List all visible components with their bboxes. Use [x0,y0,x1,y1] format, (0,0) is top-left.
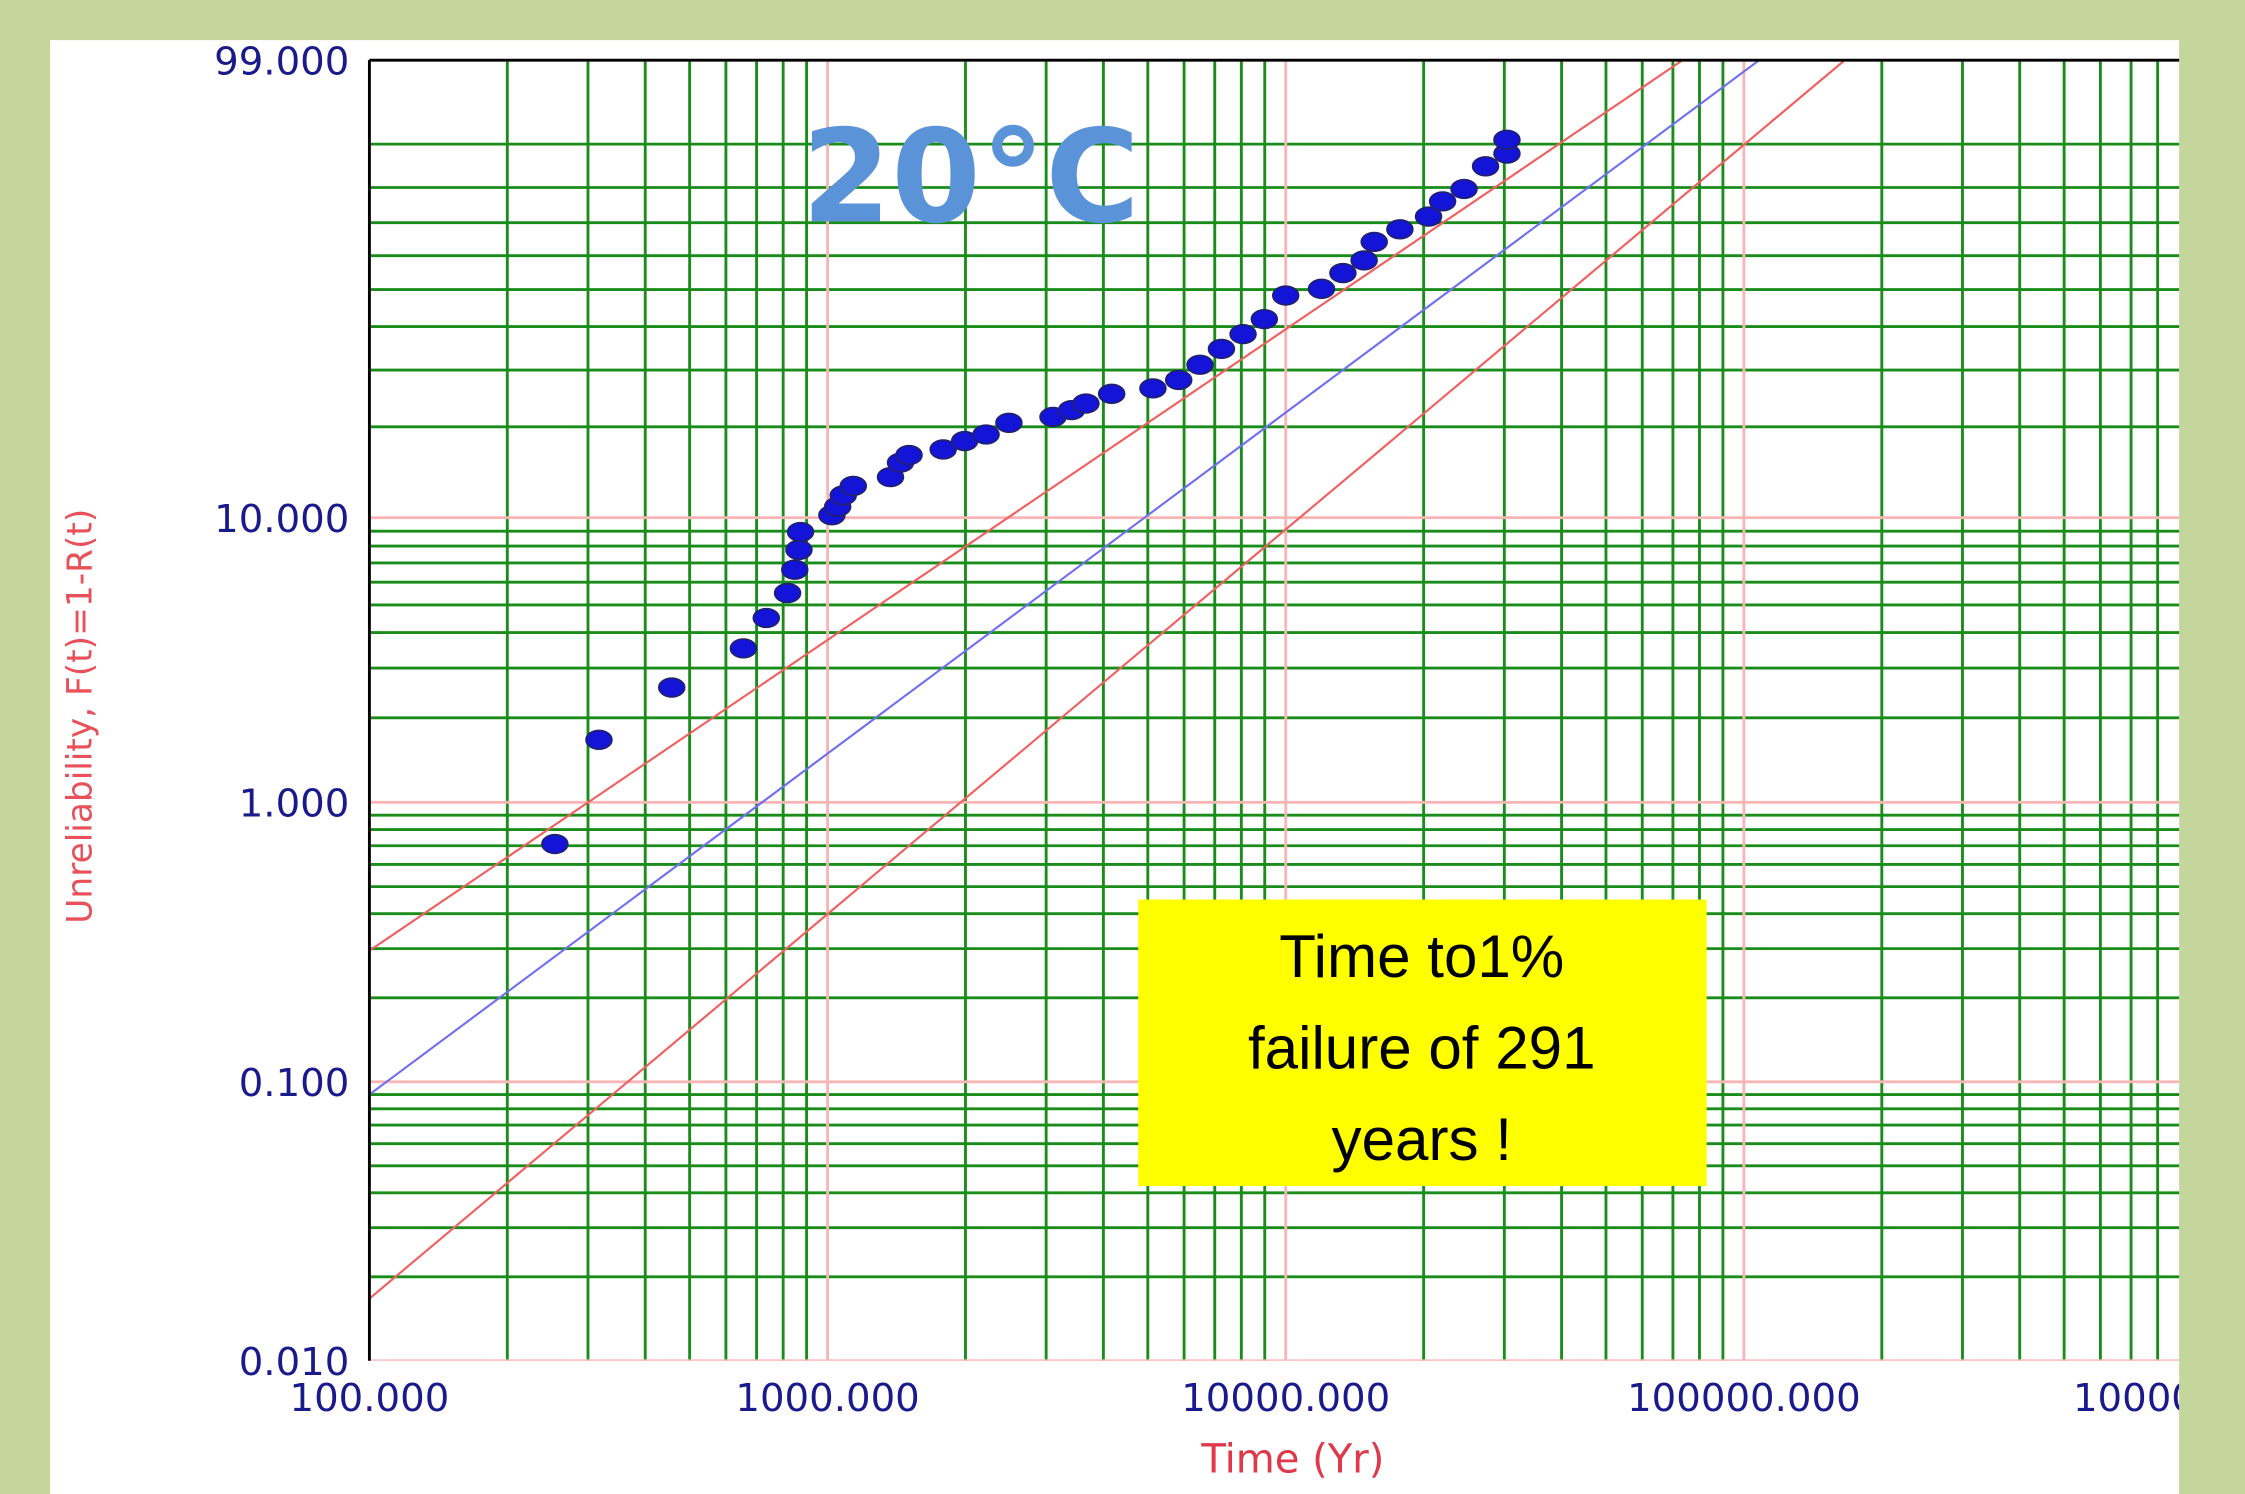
data-point [1229,323,1257,345]
data-point [1350,250,1378,271]
data-point [1428,191,1457,212]
y-tick-label: 10.000 [214,497,349,542]
annotation: failure of 291 [1248,1015,1596,1082]
data-point [752,607,781,629]
data-point [541,833,569,855]
data-point [785,539,813,561]
data-point [839,475,868,497]
data-point [1360,231,1388,253]
data-point [1450,178,1478,200]
data-point [786,521,815,543]
data-point [929,439,957,460]
data-point [1307,278,1336,300]
x-axis-label: Time (Yr) [1200,1437,1384,1483]
fit-line [369,60,1684,952]
fit-line [369,60,1760,1096]
data-point [585,729,613,751]
annotation: Time to1% [1279,923,1564,990]
x-tick-label: 10000.000 [1181,1376,1390,1421]
data-point [895,444,923,466]
data-point [657,677,686,698]
y-tick-label: 99.000 [214,39,349,84]
data-point [1250,308,1279,330]
y-tick-label: 1.000 [239,782,350,827]
fit-line [369,60,1846,1300]
x-tick-label: 1000000.000 [2073,1376,2245,1421]
data-point [1097,383,1126,405]
data-point [729,638,758,659]
data-point [1471,156,1500,177]
data-point [995,412,1023,433]
y-axis-label: Unreliability, F(t)=1-R(t) [61,509,101,924]
panel [50,40,2180,1494]
annotation: years ! [1332,1106,1512,1173]
data-point [1186,354,1214,375]
data-point [1493,129,1521,150]
annotation-box [1138,899,1707,1187]
x-tick-label: 100.000 [289,1376,449,1421]
data-point [1139,378,1167,399]
data-point [781,559,809,580]
data-point [1164,369,1193,391]
data-point [1207,338,1236,360]
data-point [1271,285,1300,306]
y-tick-label: 0.010 [239,1340,350,1385]
x-tick-label: 100000.000 [1627,1376,1861,1421]
data-point [773,582,802,604]
data-point [1414,206,1443,227]
y-tick-label: 0.100 [239,1061,350,1106]
data-point [1386,219,1414,240]
chart-title: 20°C [802,102,1140,252]
data-point [1072,393,1100,414]
data-point [1329,262,1357,284]
data-point [972,424,1000,445]
x-tick-label: 1000.000 [735,1376,919,1421]
